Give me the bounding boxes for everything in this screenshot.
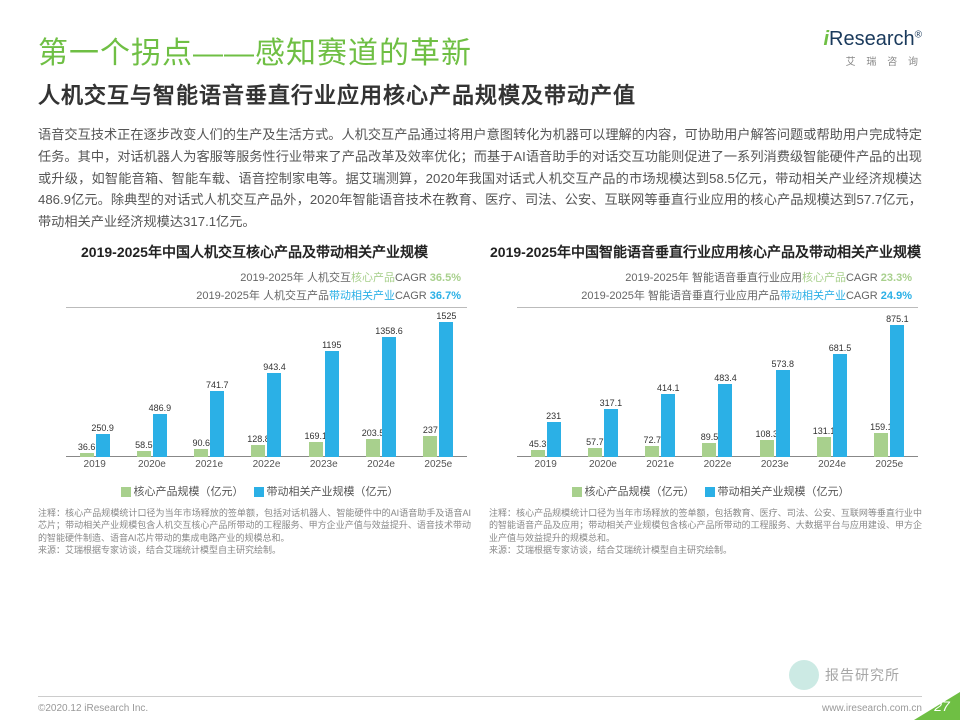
footer: ©2020.12 iResearch Inc. www.iresearch.co… xyxy=(0,696,960,720)
site-url: www.iresearch.com.cn xyxy=(822,703,922,714)
chart-notes: 注释：核心产品规模统计口径为当年市场释放的签单额，包括对话机器人、智能硬件中的A… xyxy=(38,507,471,557)
chart-title: 2019-2025年中国智能语音垂直行业应用核心产品及带动相关产业规模 xyxy=(489,243,922,263)
header: 第一个拐点——感知赛道的革新 iResearch® 艾 瑞 咨 询 xyxy=(38,28,922,72)
watermark: 报告研究所 xyxy=(789,660,900,690)
subtitle: 人机交互与智能语音垂直行业应用核心产品规模及带动产值 xyxy=(38,78,922,110)
page-number: 27 xyxy=(914,692,960,720)
chart-left: 2019-2025年中国人机交互核心产品及带动相关产业规模2019-2025年 … xyxy=(38,243,471,557)
body-paragraph: 语音交互技术正在逐步改变人们的生产及生活方式。人机交互产品通过将用户意图转化为机… xyxy=(38,124,922,233)
chart-title: 2019-2025年中国人机交互核心产品及带动相关产业规模 xyxy=(38,243,471,263)
legend: 核心产品规模（亿元）带动相关产业规模（亿元） xyxy=(489,483,922,499)
bar-chart: 36.6 250.9 58.5 486.9 90.6 741.7 128.8 9… xyxy=(38,307,471,477)
chart-notes: 注释：核心产品规模统计口径为当年市场释放的签单额，包括教育、医疗、司法、公安、互… xyxy=(489,507,922,557)
page-title: 第一个拐点——感知赛道的革新 xyxy=(38,28,472,72)
legend: 核心产品规模（亿元）带动相关产业规模（亿元） xyxy=(38,483,471,499)
chart-right: 2019-2025年中国智能语音垂直行业应用核心产品及带动相关产业规模2019-… xyxy=(489,243,922,557)
logo: iResearch® 艾 瑞 咨 询 xyxy=(823,28,922,68)
copyright: ©2020.12 iResearch Inc. xyxy=(38,703,148,714)
bar-chart: 45.3 231 57.7 317.1 72.7 414.1 89.5 483.… xyxy=(489,307,922,477)
